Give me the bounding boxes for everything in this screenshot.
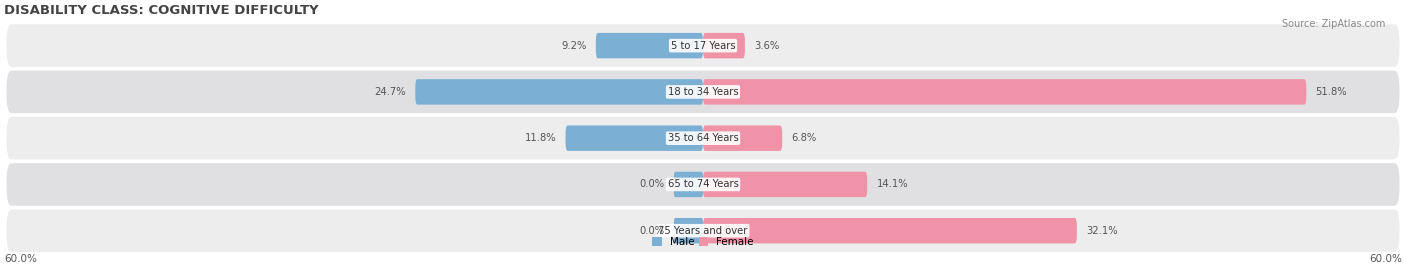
- Text: 75 Years and over: 75 Years and over: [658, 226, 748, 236]
- Text: 6.8%: 6.8%: [792, 133, 817, 143]
- Text: 24.7%: 24.7%: [374, 87, 406, 97]
- FancyBboxPatch shape: [703, 172, 868, 197]
- Text: 0.0%: 0.0%: [640, 180, 665, 189]
- Text: 3.6%: 3.6%: [754, 41, 779, 51]
- FancyBboxPatch shape: [596, 33, 703, 58]
- FancyBboxPatch shape: [7, 70, 1399, 113]
- Text: 0.0%: 0.0%: [640, 226, 665, 236]
- FancyBboxPatch shape: [673, 218, 703, 243]
- Text: 18 to 34 Years: 18 to 34 Years: [668, 87, 738, 97]
- Text: 9.2%: 9.2%: [561, 41, 586, 51]
- Text: 35 to 64 Years: 35 to 64 Years: [668, 133, 738, 143]
- FancyBboxPatch shape: [7, 24, 1399, 67]
- FancyBboxPatch shape: [415, 79, 703, 105]
- Text: 32.1%: 32.1%: [1087, 226, 1118, 236]
- Text: 60.0%: 60.0%: [4, 254, 37, 264]
- FancyBboxPatch shape: [7, 209, 1399, 252]
- Text: 60.0%: 60.0%: [1369, 254, 1402, 264]
- Text: 11.8%: 11.8%: [524, 133, 557, 143]
- Text: 14.1%: 14.1%: [876, 180, 908, 189]
- FancyBboxPatch shape: [703, 33, 745, 58]
- Legend: Male, Female: Male, Female: [648, 233, 758, 251]
- Text: DISABILITY CLASS: COGNITIVE DIFFICULTY: DISABILITY CLASS: COGNITIVE DIFFICULTY: [4, 4, 319, 17]
- Text: 5 to 17 Years: 5 to 17 Years: [671, 41, 735, 51]
- FancyBboxPatch shape: [565, 125, 703, 151]
- FancyBboxPatch shape: [7, 117, 1399, 159]
- FancyBboxPatch shape: [7, 163, 1399, 206]
- FancyBboxPatch shape: [703, 125, 782, 151]
- FancyBboxPatch shape: [703, 218, 1077, 243]
- FancyBboxPatch shape: [703, 79, 1306, 105]
- Text: 65 to 74 Years: 65 to 74 Years: [668, 180, 738, 189]
- Text: Source: ZipAtlas.com: Source: ZipAtlas.com: [1281, 19, 1385, 29]
- Text: 51.8%: 51.8%: [1316, 87, 1347, 97]
- FancyBboxPatch shape: [673, 172, 703, 197]
